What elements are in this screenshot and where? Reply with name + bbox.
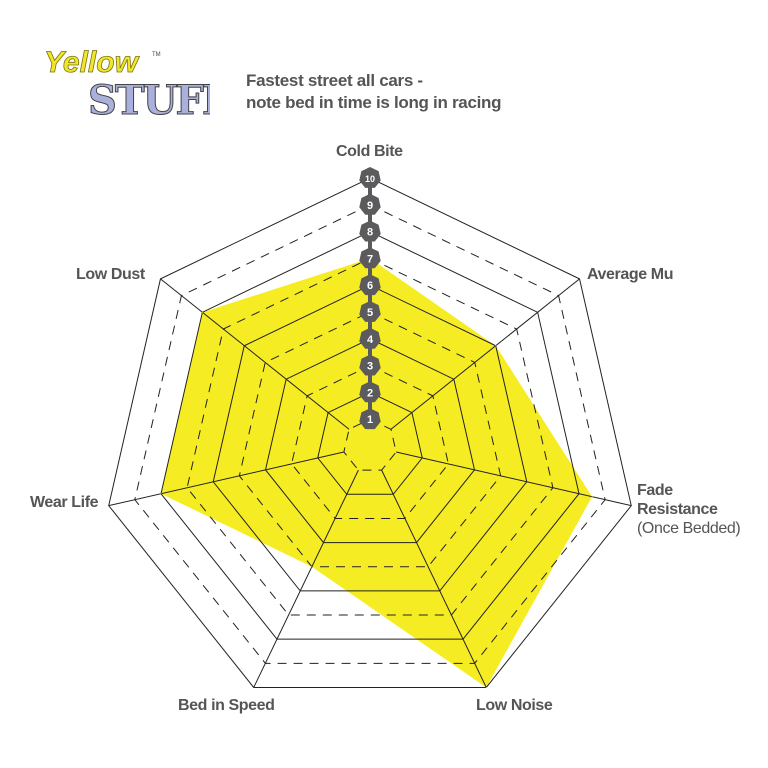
tick-badge bbox=[359, 247, 381, 269]
tick-label: 7 bbox=[367, 253, 373, 265]
axis-spoke bbox=[108, 451, 344, 507]
axis-label-low-noise: Low Noise bbox=[476, 697, 553, 714]
tick-label: 1 bbox=[367, 414, 373, 426]
data-point-low-noise bbox=[485, 686, 487, 688]
data-point-wear-life bbox=[160, 493, 162, 495]
axis-label-fade-resistance: Fade Resistance (Once Bedded) bbox=[637, 481, 741, 538]
data-point-average-mu bbox=[495, 345, 497, 347]
data-point-bed-in-speed bbox=[311, 566, 313, 568]
axis-label-low-dust: Low Dust bbox=[76, 266, 145, 283]
axis-spoke bbox=[381, 469, 487, 688]
tick-label: 9 bbox=[367, 200, 373, 212]
tick-badge bbox=[359, 327, 381, 349]
axis-spoke bbox=[390, 278, 580, 430]
subtitle-line-1: Fastest street all cars - bbox=[246, 71, 423, 90]
tick-badge bbox=[359, 274, 381, 296]
subtitle-line-2: note bed in time is long in racing bbox=[246, 93, 502, 112]
svg-text:TM: TM bbox=[152, 52, 161, 58]
axis-sublabel-fade: (Once Bedded) bbox=[637, 520, 741, 537]
tick-label: 4 bbox=[367, 334, 374, 346]
data-area bbox=[160, 258, 593, 688]
grid-ring-4 bbox=[264, 338, 476, 544]
svg-text:Yellow: Yellow bbox=[44, 46, 140, 79]
data-point-fade-resistance bbox=[591, 496, 593, 498]
tick-badge bbox=[359, 220, 381, 242]
tick-label: 10 bbox=[365, 174, 375, 184]
tick-label: 5 bbox=[367, 307, 373, 319]
grid-ring-5 bbox=[238, 311, 502, 568]
tick-badge bbox=[359, 354, 381, 376]
axis-label-cold-bite: Cold Bite bbox=[336, 143, 403, 160]
grid-ring-10 bbox=[108, 177, 632, 688]
tick-badge bbox=[359, 408, 381, 430]
grid-ring-8 bbox=[160, 231, 580, 640]
tick-label: 8 bbox=[367, 227, 373, 239]
grid-ring-3 bbox=[291, 365, 449, 519]
tick-label: 3 bbox=[367, 361, 373, 373]
tick-label: 2 bbox=[367, 387, 373, 399]
grid-ring-9 bbox=[134, 204, 606, 664]
data-point-low-dust bbox=[201, 311, 203, 313]
tick-badge bbox=[359, 301, 381, 322]
grid-ring-6 bbox=[212, 284, 528, 592]
tick-badge bbox=[359, 167, 381, 188]
grid-ring-2 bbox=[317, 391, 423, 495]
axis-label-bed-in-speed: Bed in Speed bbox=[178, 697, 275, 714]
axis-spoke bbox=[253, 469, 359, 688]
grid-ring-7 bbox=[186, 257, 554, 616]
tick-badge bbox=[359, 381, 381, 403]
chart-subtitle: Fastest street all cars - note bed in ti… bbox=[246, 70, 502, 114]
axis-label-wear-life: Wear Life bbox=[30, 494, 99, 511]
fade-label-line: Fade Resistance bbox=[637, 482, 718, 518]
axis-label-average-mu: Average Mu bbox=[587, 266, 674, 283]
tick-badge bbox=[359, 193, 381, 215]
axis-spoke bbox=[160, 278, 350, 430]
tick-label: 6 bbox=[367, 280, 373, 292]
grid-ring-1 bbox=[343, 418, 397, 471]
